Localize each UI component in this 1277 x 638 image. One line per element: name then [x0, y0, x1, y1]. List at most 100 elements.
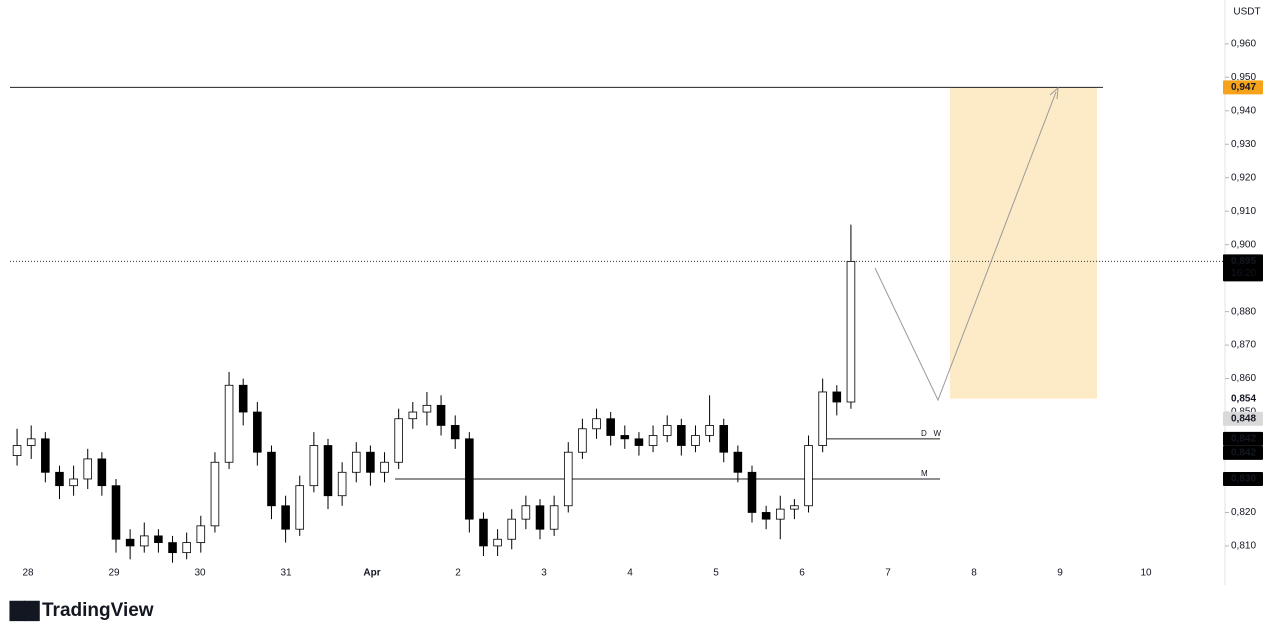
candle-body	[83, 458, 93, 480]
candle-body	[408, 411, 418, 420]
candle-body	[620, 435, 630, 440]
x-tick-label: 2	[455, 568, 461, 579]
candle-body	[563, 451, 573, 507]
price-tag	[1223, 431, 1263, 446]
candle-body	[26, 438, 36, 446]
y-tick-label: 0,880	[1231, 306, 1256, 317]
y-tick-label: 0,910	[1231, 206, 1256, 217]
x-tick-label: 30	[194, 568, 206, 579]
candle-body	[154, 535, 163, 543]
level-label: D W	[921, 429, 941, 438]
price-tag-label: 0,947	[1231, 82, 1256, 93]
candle-body	[832, 391, 842, 403]
candle-body	[578, 428, 587, 453]
candle-body	[366, 451, 375, 473]
candle-body	[111, 485, 121, 540]
candle-body	[238, 384, 248, 413]
candle-body	[69, 478, 78, 487]
candle-body	[253, 411, 262, 453]
candle-body	[761, 512, 771, 520]
currency-label: USDT	[1233, 7, 1260, 18]
logo-text: TradingView	[42, 600, 154, 621]
candle-body	[804, 445, 813, 507]
candle-body	[592, 418, 601, 430]
candle-body	[351, 451, 361, 473]
logo: ▇▇	[9, 600, 41, 622]
arrow-head	[1049, 86, 1059, 100]
y-tick-label: 0,820	[1231, 507, 1256, 518]
candle-body	[775, 508, 785, 520]
price-tag	[1223, 80, 1263, 95]
candle-body	[465, 438, 474, 520]
x-tick-label: 7	[885, 568, 891, 579]
y-tick-label: 0,860	[1231, 373, 1256, 384]
candle-body	[790, 505, 799, 510]
candle-body	[224, 384, 234, 463]
candle-body	[12, 445, 22, 456]
candle-body	[450, 425, 460, 440]
candle-body	[677, 425, 686, 446]
price-tag	[1223, 445, 1263, 460]
candle-body	[97, 458, 107, 487]
candle-body	[125, 538, 135, 547]
candle-body	[196, 525, 206, 543]
candle-body	[648, 435, 658, 446]
candle-body	[662, 425, 672, 436]
price-tag-label: 0,842	[1231, 433, 1256, 444]
price-tag-sublabel: 16:20	[1231, 268, 1256, 279]
candle-body	[606, 418, 615, 436]
y-tick-label: 0,930	[1231, 139, 1256, 150]
x-tick-label: Apr	[363, 568, 380, 579]
x-tick-label: 5	[713, 568, 719, 579]
y-tick-label: 0,950	[1231, 72, 1256, 83]
candle-body	[281, 505, 290, 530]
y-tick-label: 0,940	[1231, 105, 1256, 116]
candle-body	[493, 538, 502, 547]
candle-body	[535, 505, 545, 530]
price-tag	[1223, 471, 1263, 486]
candle-body	[521, 505, 531, 520]
price-tag-label: 0,830	[1231, 474, 1256, 485]
candle-body	[846, 261, 856, 403]
y-tick-label: 0,900	[1231, 239, 1256, 250]
x-tick-label: 9	[1057, 568, 1063, 579]
candle-body	[549, 505, 559, 530]
price-tag-label: 0,854	[1231, 393, 1256, 404]
candle-body	[295, 485, 305, 530]
candle-body	[747, 471, 757, 513]
x-tick-label: 6	[799, 568, 805, 579]
candle-body	[309, 445, 319, 487]
candle-body	[705, 425, 714, 436]
candle-body	[168, 542, 177, 554]
candle-body	[719, 425, 729, 453]
candle-body	[337, 471, 347, 497]
candle-body	[733, 451, 743, 473]
projection-arrow	[874, 91, 1057, 402]
x-tick-label: 4	[627, 568, 633, 579]
candle-body	[139, 535, 149, 547]
y-tick-label: 0,960	[1231, 38, 1256, 49]
target-zone	[950, 87, 1097, 399]
candle-body	[479, 518, 488, 547]
candle-body	[507, 518, 517, 540]
y-tick-label: 0,920	[1231, 172, 1256, 183]
level-label: M	[921, 469, 928, 478]
price-tag-label: 0,895	[1231, 256, 1256, 267]
candle-body	[323, 445, 333, 497]
candle-body	[691, 435, 700, 446]
candle-body	[436, 404, 446, 426]
y-tick-label: 0,810	[1231, 541, 1256, 552]
candle-body	[422, 404, 432, 413]
x-tick-label: 29	[108, 568, 120, 579]
price-tag	[1223, 254, 1263, 282]
candle-body	[818, 391, 827, 446]
price-tag	[1223, 411, 1263, 426]
x-tick-label: 28	[22, 568, 34, 579]
price-tag-label: 0,842	[1231, 447, 1256, 458]
candle-body	[380, 461, 389, 473]
price-tag-label: 0,848	[1231, 413, 1256, 424]
x-tick-label: 10	[1140, 568, 1152, 579]
x-tick-label: 31	[280, 568, 292, 579]
